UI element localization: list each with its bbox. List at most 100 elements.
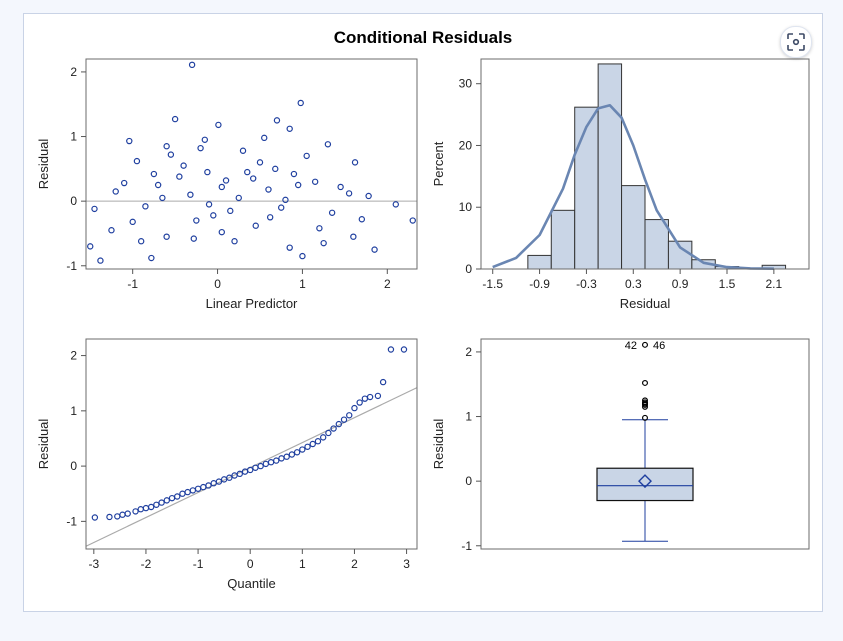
qq-point xyxy=(124,510,131,517)
qq-point xyxy=(361,395,369,402)
y-tick-label: 2 xyxy=(465,345,472,359)
qq-point xyxy=(119,511,126,518)
y-tick-label: 0 xyxy=(465,262,472,276)
scatter-point xyxy=(163,143,170,150)
scatter-point xyxy=(227,207,234,215)
box-iqr xyxy=(596,467,694,502)
scatter-point xyxy=(137,238,145,245)
y-axis-label: Residual xyxy=(36,139,51,190)
qq-point xyxy=(283,453,290,460)
qq-point xyxy=(267,459,275,466)
scatter-point xyxy=(215,121,222,129)
scatter-point xyxy=(142,203,149,210)
qq-point xyxy=(400,346,408,353)
x-tick-label: 0.9 xyxy=(672,277,689,291)
qq-point xyxy=(153,501,160,508)
scatter-point xyxy=(350,233,357,240)
scatter-point xyxy=(392,201,399,208)
x-tick-label: -1 xyxy=(193,557,204,571)
x-tick-label: 2 xyxy=(384,277,391,291)
histogram-bar xyxy=(550,209,576,270)
scatter-point xyxy=(205,201,213,208)
y-tick-label: 30 xyxy=(459,77,473,91)
qq-point xyxy=(142,504,150,512)
qq-point xyxy=(293,449,301,456)
figure-title: Conditional Residuals xyxy=(333,28,513,47)
qq-point xyxy=(132,508,139,515)
y-tick-label: 0 xyxy=(465,474,472,488)
y-tick-label: 2 xyxy=(70,65,77,79)
x-axis-label: Quantile xyxy=(227,576,275,591)
scatter-point xyxy=(316,225,323,232)
qq-point xyxy=(226,474,233,481)
x-tick-label: 0.3 xyxy=(625,277,642,291)
focus-button[interactable] xyxy=(780,26,812,58)
qq-point xyxy=(366,393,374,401)
qq-point xyxy=(106,513,113,521)
scatter-point xyxy=(201,136,209,143)
scatter-point xyxy=(266,214,274,221)
scatter-point xyxy=(286,125,293,132)
y-tick-label: 2 xyxy=(70,349,77,363)
scatter-point xyxy=(337,183,344,191)
y-tick-label: 1 xyxy=(465,410,472,424)
scatter-point xyxy=(222,177,230,184)
x-tick-label: 1.5 xyxy=(719,277,736,291)
scatter-point xyxy=(133,157,141,165)
x-tick-label: 1 xyxy=(299,557,306,571)
figure-panel: Conditional Residuals -1 0 1 2 -1 0 1 2 Residual… xyxy=(23,13,823,612)
outlier-point xyxy=(641,379,648,386)
scatter-point xyxy=(193,217,200,224)
scatter-point xyxy=(126,137,133,145)
y-tick-label: -1 xyxy=(66,259,77,273)
scatter-point xyxy=(112,188,119,195)
y-axis-label: Residual xyxy=(36,419,51,470)
scatter-point xyxy=(239,147,247,154)
scatter-point xyxy=(235,194,242,202)
scatter-point xyxy=(371,246,378,253)
histogram-bar xyxy=(621,185,646,270)
mean-marker xyxy=(638,474,652,489)
qq-point xyxy=(330,425,337,432)
qq-point xyxy=(184,488,191,496)
scatter-point xyxy=(303,152,310,160)
scatter-point xyxy=(351,159,359,166)
qq-point xyxy=(273,457,280,464)
scatter-point xyxy=(108,227,115,234)
qq-point xyxy=(325,429,332,437)
scatter-point xyxy=(358,216,366,223)
qq-point xyxy=(379,378,387,386)
qq-point xyxy=(236,470,243,478)
qq-point xyxy=(288,451,296,458)
x-axis-label: Residual xyxy=(620,296,671,311)
scatter-point xyxy=(167,151,175,158)
qq-reference-line xyxy=(85,387,418,547)
scatter-point xyxy=(154,181,162,189)
scatter-point xyxy=(265,186,272,193)
y-axis-label: Residual xyxy=(431,419,446,470)
qq-point xyxy=(304,443,311,450)
qq-point xyxy=(346,412,353,419)
scatter-point xyxy=(311,178,319,185)
plot-area-frame-3 xyxy=(85,338,418,550)
x-tick-label: 2.1 xyxy=(766,277,783,291)
qq-point xyxy=(158,499,165,506)
x-tick-label: 3 xyxy=(403,557,410,571)
qq-point xyxy=(137,506,144,513)
scatter-point xyxy=(91,205,98,213)
outlier-label: 42 xyxy=(625,340,637,352)
qq-point xyxy=(163,497,170,504)
qq-point xyxy=(215,478,223,485)
qq-point xyxy=(257,462,264,470)
qq-point xyxy=(356,399,363,406)
scatter-point xyxy=(218,183,225,191)
qq-point xyxy=(174,493,181,500)
scatter-point xyxy=(256,159,264,166)
density-curve xyxy=(492,104,774,270)
scatter-point xyxy=(129,218,136,226)
scatter-point xyxy=(159,194,166,202)
x-tick-label: -0.9 xyxy=(529,277,550,291)
x-tick-label: -2 xyxy=(141,557,152,571)
outlier-point xyxy=(641,399,648,406)
